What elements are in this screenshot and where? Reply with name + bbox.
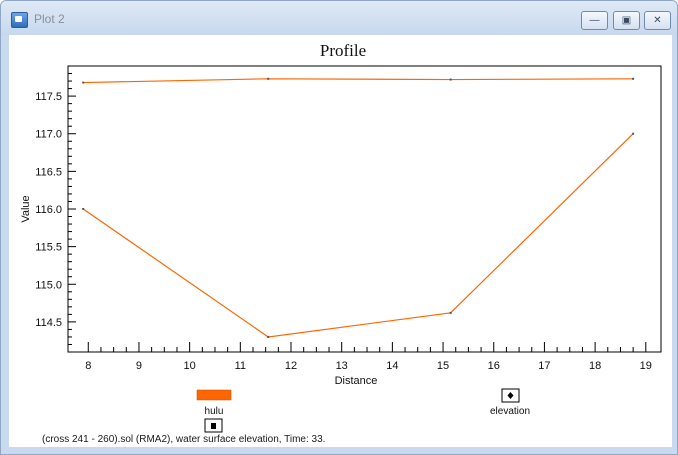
x-tick-label: 8 <box>85 360 91 372</box>
data-point <box>82 81 85 84</box>
series-line-0 <box>83 78 634 84</box>
x-tick-label: 19 <box>640 360 652 372</box>
y-axis-ticks: 114.5 115.0 115.5 116.0 116.5 117.0 117.5 <box>35 73 76 345</box>
series-line-1 <box>82 133 634 338</box>
x-tick-label: 17 <box>538 360 550 372</box>
x-tick-label: 11 <box>235 360 246 372</box>
legend-label-elevation: elevation <box>490 406 530 417</box>
x-tick-label: 14 <box>386 360 398 372</box>
app-icon[interactable] <box>11 12 28 28</box>
data-point <box>449 78 452 81</box>
legend-label-hulu: hulu <box>205 406 224 417</box>
plot-caption: (cross 241 - 260).sol (RMA2), water surf… <box>42 434 326 445</box>
data-point <box>267 335 270 338</box>
y-tick-label: 115.0 <box>35 279 62 291</box>
x-axis-ticks: 8 9 10 11 12 13 14 15 16 17 18 19 <box>85 342 652 372</box>
plot-frame <box>67 65 662 353</box>
close-icon: ✕ <box>653 14 662 26</box>
y-tick-label: 116.0 <box>35 204 62 216</box>
title-bar[interactable]: Plot 2 — ▣ ✕ <box>1 1 677 35</box>
x-axis-label: Distance <box>335 375 378 387</box>
y-tick-label: 115.5 <box>35 242 62 254</box>
x-tick-label: 15 <box>437 360 449 372</box>
diamond-marker-icon <box>507 392 514 399</box>
minimize-icon: — <box>589 14 600 26</box>
y-tick-label: 116.5 <box>35 166 62 178</box>
window-title: Plot 2 <box>34 12 65 26</box>
maximize-icon: ▣ <box>621 14 632 26</box>
window-bottom-border <box>1 447 677 454</box>
y-tick-label: 114.5 <box>35 317 62 329</box>
data-point <box>449 311 452 314</box>
series-layer <box>82 77 635 338</box>
x-tick-label: 16 <box>488 360 500 372</box>
legend-swatch-hulu[interactable] <box>196 389 232 401</box>
x-tick-label: 10 <box>184 360 196 372</box>
x-tick-label: 9 <box>136 360 142 372</box>
minimize-button[interactable]: — <box>581 11 608 30</box>
y-axis-label: Value <box>20 195 32 222</box>
maximize-button[interactable]: ▣ <box>613 11 640 30</box>
chart-title: Profile <box>320 41 366 60</box>
x-tick-label: 13 <box>336 360 348 372</box>
y-tick-label: 117.5 <box>35 91 62 103</box>
close-button[interactable]: ✕ <box>644 11 671 30</box>
y-tick-label: 117.0 <box>35 129 62 141</box>
data-point <box>82 208 85 210</box>
data-point <box>632 132 635 135</box>
x-tick-label: 18 <box>589 360 601 372</box>
square-marker-icon <box>211 423 216 429</box>
x-tick-label: 12 <box>285 360 297 372</box>
data-point <box>267 77 270 80</box>
data-point <box>632 77 635 80</box>
